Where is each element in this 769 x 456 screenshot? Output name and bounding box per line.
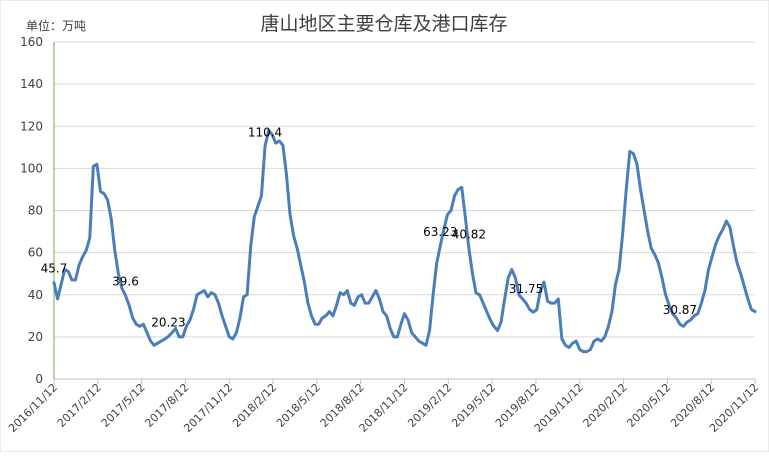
series-line [52, 128, 757, 354]
data-label: 63.23 [423, 225, 457, 239]
y-tick-label: 80 [28, 204, 43, 218]
chart-title: 唐山地区主要仓库及港口库存 [260, 13, 507, 35]
data-label: 45.7 [41, 262, 68, 276]
y-tick-label: 40 [28, 288, 43, 302]
y-tick-label: 20 [28, 330, 43, 344]
y-tick-label: 60 [28, 246, 43, 260]
data-label: 30.87 [663, 303, 697, 317]
data-label: 40.82 [452, 227, 486, 241]
data-label: 20.23 [151, 315, 185, 329]
y-tick-label: 140 [20, 77, 43, 91]
y-tick-label: 100 [20, 161, 43, 175]
data-label: 31.75 [509, 282, 543, 296]
series-layer [52, 128, 757, 354]
data-label: 110.4 [248, 125, 282, 139]
unit-label: 单位：万吨 [26, 18, 86, 33]
y-tick-label: 120 [20, 119, 43, 133]
gridlines [54, 41, 755, 338]
y-tick-label: 0 [35, 372, 43, 386]
data-label: 39.6 [112, 275, 139, 289]
y-tick-label: 160 [20, 35, 43, 49]
